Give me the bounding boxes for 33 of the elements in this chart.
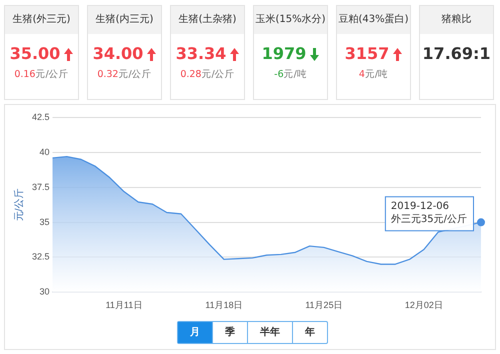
text: 年: [292, 322, 327, 343]
category-label: 3157: [344, 44, 390, 63]
text: 生猪(外三元): [5, 6, 78, 34]
y-tick-label: 35: [40, 216, 50, 227]
text: 季: [212, 322, 247, 343]
category-label: 35.00: [10, 44, 60, 63]
text: -6元/吨: [273, 68, 308, 81]
x-tick-label: 11月11日: [106, 300, 142, 310]
category-label: 1979: [262, 44, 306, 63]
x-tick-label: 11月25日: [305, 300, 343, 310]
annotation: 2019-12-06 外三元35元/公斤: [390, 200, 467, 225]
x-tick-label: 12月02日: [404, 300, 443, 310]
text: 生猪(土杂猪): [171, 6, 244, 34]
text: 玉米(15%水分): [254, 6, 327, 34]
text: 0.28元/公斤: [179, 68, 236, 81]
category-label: 17.69:1: [422, 44, 491, 63]
text: 生猪(内三元): [88, 6, 161, 34]
y-tick-label: 37.5: [32, 182, 50, 192]
text: 4元/吨: [358, 68, 390, 81]
y-tick-label: 42.5: [32, 112, 50, 122]
text: 0.16元/公斤: [13, 68, 70, 81]
text: 豆粕(43%蛋白): [337, 6, 410, 34]
y-tick-label: 40: [40, 146, 50, 157]
text: 半年: [247, 322, 292, 343]
x-tick-label: 11月18日: [205, 300, 243, 310]
y-tick-label: 32.5: [32, 252, 50, 262]
text: 猪粮比: [420, 6, 493, 34]
category-label: 33.34: [176, 44, 226, 63]
y-tick-label: 30: [40, 286, 50, 297]
y-axis-title: 元/公斤: [12, 188, 25, 222]
text: 0.32元/公斤: [96, 68, 153, 81]
text: 月: [178, 322, 212, 343]
category-label: 34.00: [92, 44, 144, 63]
